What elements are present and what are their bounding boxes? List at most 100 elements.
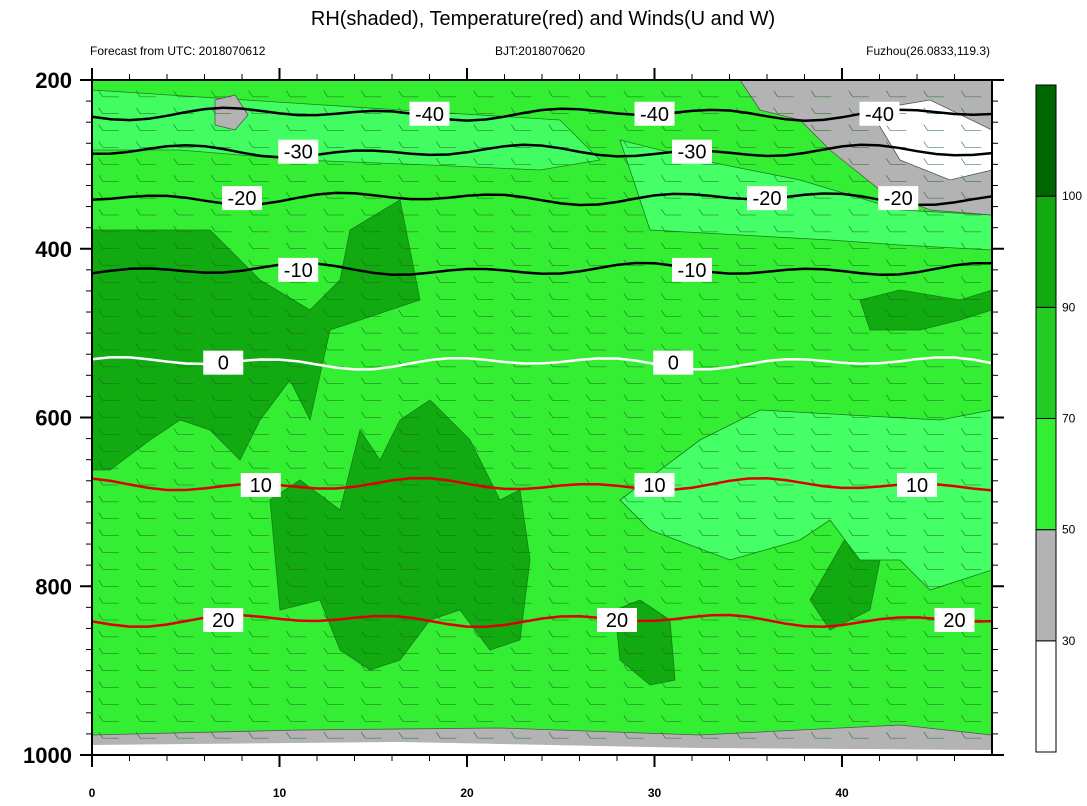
wind-barb-flag	[173, 225, 178, 233]
wind-barb-flag	[398, 698, 403, 705]
wind-barb-flag	[98, 175, 103, 182]
wind-barb-flag	[848, 681, 853, 688]
wind-barb-flag	[548, 191, 553, 199]
wind-barb-flag	[923, 681, 928, 688]
wind-barb-flag	[473, 546, 478, 553]
wind-barb-flag	[511, 698, 516, 705]
wind-barb-flag	[98, 664, 103, 671]
wind-barb-flag	[136, 478, 141, 486]
wind-barb-flag	[211, 225, 216, 233]
wind-barb-flag	[511, 596, 516, 604]
wind-barb-flag	[323, 394, 328, 401]
wind-barb-flag	[361, 90, 366, 98]
wind-barb-flag	[661, 428, 666, 435]
wind-barb-flag	[773, 326, 778, 334]
wind-barb-flag	[698, 461, 703, 469]
wind-barb-flag	[361, 495, 366, 503]
wind-barb-flag	[248, 360, 253, 368]
wind-barb-flag	[173, 276, 178, 283]
wind-barb-flag	[511, 293, 516, 300]
wind-barb-flag	[248, 428, 253, 435]
wind-barb-flag	[98, 141, 103, 148]
wind-barb-flag	[248, 580, 253, 587]
wind-barb-flag	[436, 343, 441, 351]
wind-barb-flag	[98, 124, 103, 131]
wind-barb-flag	[436, 613, 441, 621]
wind-barb-flag	[473, 715, 478, 722]
wind-barb-flag	[923, 326, 928, 334]
wind-barb-flag	[173, 293, 178, 300]
wind-barb-flag	[436, 242, 441, 249]
wind-barb-flag	[811, 596, 816, 604]
wind-barb-flag	[323, 158, 328, 165]
wind-barb-flag	[511, 276, 516, 283]
wind-barb-flag	[248, 411, 253, 418]
wind-barb-flag	[661, 445, 666, 452]
wind-barb-flag	[698, 529, 703, 536]
wind-barb-flag	[323, 596, 328, 604]
wind-barb-flag	[286, 681, 291, 688]
contour-label: 20	[943, 610, 965, 632]
wind-barb-flag	[98, 461, 103, 469]
wind-barb-flag	[361, 360, 366, 368]
wind-barb-flag	[923, 512, 928, 519]
wind-barb-flag	[323, 377, 328, 384]
wind-barb-flag	[136, 225, 141, 233]
colorbar-label: 100	[1062, 189, 1082, 203]
wind-barb-flag	[211, 394, 216, 401]
wind-barb-flag	[398, 242, 403, 249]
wind-barb-flag	[473, 124, 478, 131]
wind-barb-flag	[398, 141, 403, 148]
wind-barb-flag	[848, 512, 853, 519]
wind-barb-flag	[698, 175, 703, 182]
wind-barb-flag	[436, 461, 441, 469]
wind-barb-flag	[623, 276, 628, 283]
wind-barb-flag	[623, 191, 628, 199]
wind-barb-flag	[248, 647, 253, 654]
wind-barb-flag	[848, 563, 853, 570]
wind-barb-flag	[173, 242, 178, 249]
wind-barb-flag	[398, 596, 403, 604]
wind-barb-flag	[473, 630, 478, 638]
wind-barb-flag	[286, 310, 291, 317]
wind-barb-flag	[661, 326, 666, 334]
wind-barb-flag	[248, 546, 253, 553]
wind-barb-flag	[698, 377, 703, 384]
wind-barb-flag	[248, 731, 253, 739]
wind-barb-flag	[473, 613, 478, 621]
wind-barb-flag	[323, 461, 328, 469]
wind-barb-flag	[698, 411, 703, 418]
wind-barb-flag	[736, 259, 741, 266]
wind-barb-flag	[736, 698, 741, 705]
wind-barb-flag	[548, 731, 553, 739]
wind-barb-flag	[848, 293, 853, 300]
wind-barb-flag	[136, 647, 141, 654]
wind-barb-flag	[398, 259, 403, 266]
wind-barb-flag	[173, 259, 178, 266]
wind-barb-flag	[398, 124, 403, 131]
wind-barb-flag	[436, 208, 441, 216]
wind-barb-flag	[736, 681, 741, 688]
wind-barb-flag	[811, 698, 816, 705]
wind-barb-flag	[211, 259, 216, 266]
wind-barb-flag	[773, 141, 778, 148]
wind-barb-flag	[511, 580, 516, 587]
wind-barb-flag	[623, 715, 628, 722]
wind-barb-flag	[773, 293, 778, 300]
wind-barb-flag	[286, 293, 291, 300]
wind-barb-flag	[961, 495, 966, 503]
wind-barb-flag	[848, 647, 853, 654]
contour-label-box	[653, 350, 694, 375]
wind-barb-flag	[961, 191, 966, 199]
wind-barb-flag	[698, 360, 703, 368]
wind-barb-flag	[436, 276, 441, 283]
wind-barb-flag	[773, 124, 778, 131]
wind-barb-flag	[211, 326, 216, 334]
wind-barb-flag	[961, 445, 966, 452]
wind-barb-flag	[773, 445, 778, 452]
wind-barb-flag	[848, 175, 853, 182]
wind-barb-flag	[211, 546, 216, 553]
wind-barb-flag	[848, 124, 853, 131]
wind-barb-flag	[473, 428, 478, 435]
wind-barb-flag	[848, 715, 853, 722]
